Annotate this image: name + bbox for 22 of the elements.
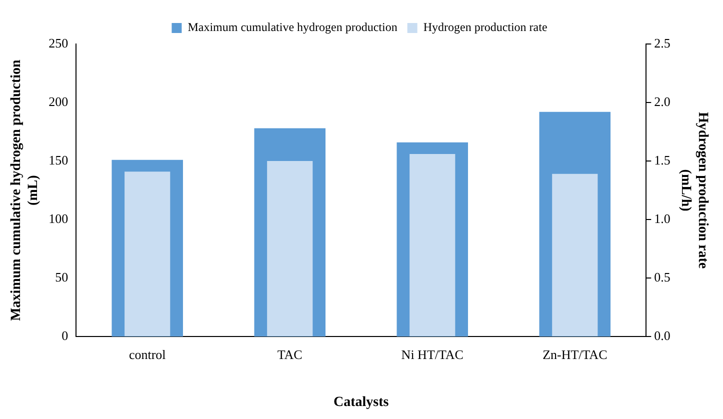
x-tick-label: control xyxy=(128,346,166,362)
y-tick-label: 50 xyxy=(55,270,68,284)
y-tick-label: 150 xyxy=(48,152,68,168)
legend-label: Maximum cumulative hydrogen production xyxy=(188,20,398,34)
y-tick-label: 0 xyxy=(62,328,68,344)
y2-tick-label: 2.5 xyxy=(654,35,670,50)
y2-tick-label: 0.5 xyxy=(654,270,670,284)
y-tick-label: 200 xyxy=(48,94,68,109)
y-tick-label: 250 xyxy=(48,35,68,50)
legend-label: Hydrogen production rate xyxy=(423,20,548,34)
x-tick-label: TAC xyxy=(277,346,302,362)
y-tick-label: 100 xyxy=(48,210,68,226)
y2-tick-label: 1.0 xyxy=(654,210,670,226)
y2-tick-label: 1.5 xyxy=(654,152,670,168)
y2-axis-title: Hydrogen production rate (mL/h) xyxy=(678,112,710,269)
x-tick-label: Zn-HT/TAC xyxy=(542,346,608,362)
y2-tick-label: 0.0 xyxy=(654,328,670,344)
x-tick-label: Ni HT/TAC xyxy=(401,346,464,362)
bar xyxy=(552,174,598,336)
x-axis-title: Catalysts xyxy=(334,395,390,410)
y-axis-title: Maximum cumulative hydrogen production (mL) xyxy=(9,59,41,321)
y2-tick-label: 2.0 xyxy=(654,94,670,109)
